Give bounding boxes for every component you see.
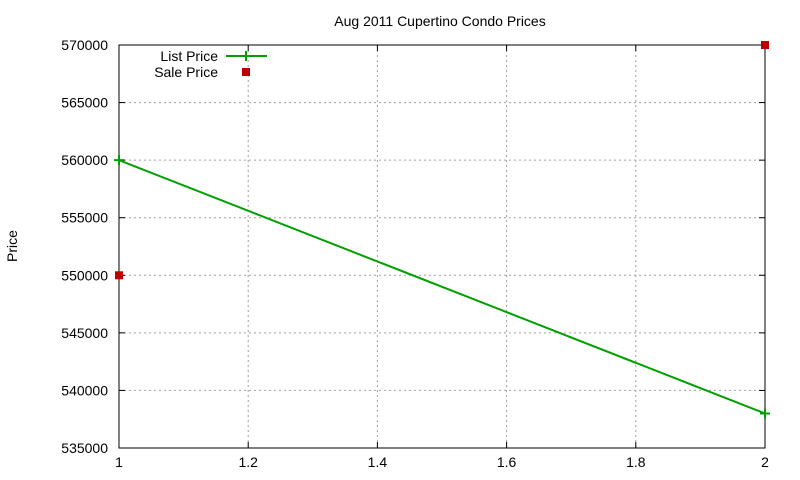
y-tick-label: 550000 xyxy=(61,267,108,283)
legend-square-swatch xyxy=(242,68,250,76)
x-axis-ticks: 1 1.2 1.4 1.6 1.8 2 xyxy=(115,45,769,470)
chart-title: Aug 2011 Cupertino Condo Prices xyxy=(334,13,545,29)
plot-frame xyxy=(118,44,766,449)
y-tick-label: 535000 xyxy=(61,440,108,456)
series-line xyxy=(118,159,766,415)
legend-label: List Price xyxy=(160,48,218,64)
x-tick-label: 1.4 xyxy=(368,454,388,470)
data-series xyxy=(114,41,770,419)
y-tick-label: 540000 xyxy=(61,382,108,398)
y-tick-label: 570000 xyxy=(61,37,108,53)
legend-label: Sale Price xyxy=(154,64,218,80)
data-point-plus xyxy=(760,408,770,419)
data-point-plus xyxy=(114,155,124,166)
y-tick-label: 560000 xyxy=(61,152,108,168)
x-tick-label: 1 xyxy=(115,454,123,470)
y-tick-label: 565000 xyxy=(61,95,108,111)
y-tick-label: 555000 xyxy=(61,210,108,226)
data-point-square xyxy=(115,271,123,280)
y-axis-label: Price xyxy=(4,230,20,262)
legend-plus-swatch xyxy=(241,51,251,61)
y-tick-label: 545000 xyxy=(61,325,108,341)
x-tick-label: 1.8 xyxy=(626,454,646,470)
grid-lines xyxy=(119,45,765,448)
data-point-square xyxy=(761,41,769,49)
x-tick-label: 1.2 xyxy=(238,454,258,470)
x-tick-label: 1.6 xyxy=(497,454,517,470)
x-tick-label: 2 xyxy=(761,454,769,470)
y-axis-ticks: 535000 540000 545000 550000 555000 560000 5650… xyxy=(61,37,765,456)
